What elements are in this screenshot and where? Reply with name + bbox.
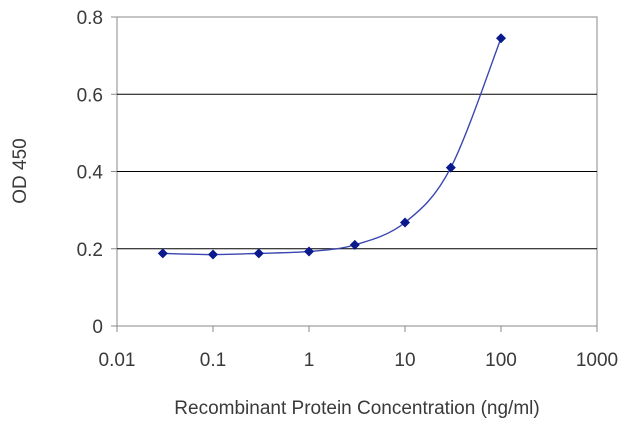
x-axis-title: Recombinant Protein Concentration (ng/ml… (174, 398, 539, 419)
gridlines (117, 93, 597, 250)
x-tick-label: 100 (485, 350, 517, 371)
y-tick-label: 0.6 (77, 85, 103, 106)
fit-curve-layer (162, 37, 502, 256)
data-point (445, 162, 456, 173)
x-tick-label: 0.01 (99, 350, 136, 371)
data-point (157, 248, 168, 259)
data-point (208, 249, 218, 260)
x-tick-label: 0.1 (200, 350, 226, 371)
x-tick-label: 1000 (576, 350, 618, 371)
data-point (496, 33, 506, 44)
x-axis: 0.01 0.1 1 10 100 1000 (99, 326, 618, 371)
data-points (157, 33, 506, 260)
y-tick-label: 0 (92, 317, 103, 338)
x-tick-label: 1 (304, 350, 315, 371)
y-tick-label: 0.4 (77, 163, 104, 184)
fit-curve (162, 37, 502, 256)
x-tick-label: 10 (394, 350, 415, 371)
data-point (349, 239, 360, 250)
y-axis-title: OD 450 (10, 138, 31, 203)
data-point (400, 217, 410, 228)
y-tick-label: 0.2 (77, 240, 103, 261)
data-point (253, 248, 264, 259)
y-tick-label: 0.8 (77, 8, 103, 29)
y-axis: 0 0.2 0.4 0.6 0.8 (77, 8, 117, 338)
data-point (304, 246, 314, 257)
